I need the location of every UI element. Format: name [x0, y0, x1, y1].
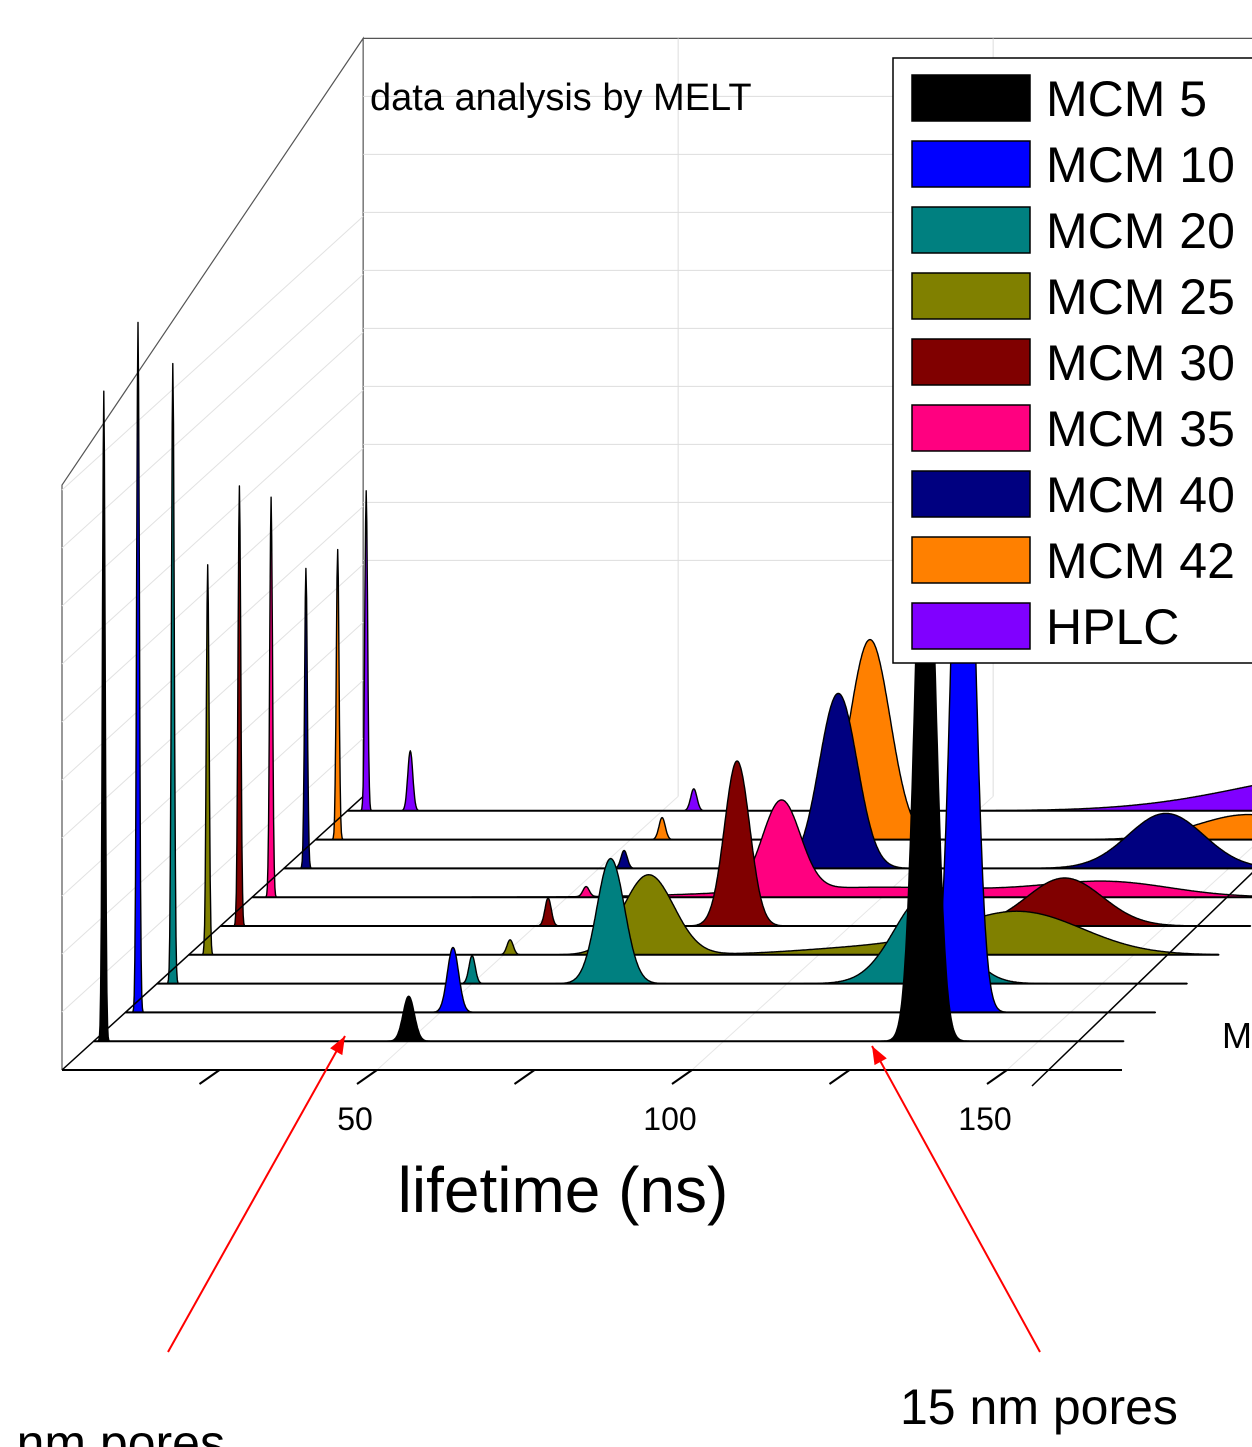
x-axis-label: lifetime (ns)	[398, 1154, 729, 1226]
x-tick-mark	[986, 1069, 1008, 1085]
side-gridline	[61, 216, 364, 491]
floor-gridline	[376, 796, 679, 1071]
legend-swatch	[911, 74, 1031, 122]
x-tick-label: 150	[958, 1101, 1011, 1137]
legend-label: HPLC	[1046, 599, 1179, 655]
side-gridline	[61, 738, 364, 1013]
arrow-small-pores-head	[330, 1036, 345, 1056]
legend: MCM 5 MCM 10 MCM 20 MCM 25 MCM 30 MCM 35 MCM 4…	[892, 57, 1252, 664]
legend-swatch	[911, 140, 1031, 188]
x-tick-mark	[198, 1069, 221, 1085]
series-layer	[93, 311, 1252, 1043]
side-gridline	[61, 390, 364, 665]
legend-swatch	[911, 338, 1031, 386]
x-tick-label: 100	[643, 1101, 696, 1137]
side-gridline	[61, 448, 364, 723]
legend-label: MCM 42	[1046, 533, 1235, 589]
x-tick-mark	[356, 1069, 378, 1085]
depth-axis-left	[61, 795, 364, 1071]
depth-axis-right	[1031, 871, 1252, 1087]
legend-swatch	[911, 536, 1031, 584]
x-tick-mark	[671, 1069, 693, 1085]
legend-label: MCM 35	[1046, 401, 1235, 457]
side-gridline	[61, 274, 364, 549]
depth-axis-label: M	[1222, 1015, 1252, 1056]
x-tick-mark	[828, 1069, 851, 1085]
side-gridline	[61, 680, 364, 955]
arrow-15nm-pores-head	[872, 1046, 887, 1066]
axes-layer	[61, 795, 1252, 1087]
legend-swatch	[911, 602, 1031, 650]
x-tick-mark	[513, 1069, 536, 1085]
legend-swatch	[911, 470, 1031, 518]
annotation-small-pores: nm pores	[17, 1415, 225, 1447]
legend-label: MCM 25	[1046, 269, 1235, 325]
legend-swatch	[911, 272, 1031, 320]
arrow-15nm-pores	[871, 1045, 1041, 1353]
side-gridline	[61, 332, 364, 607]
floor-gridline	[691, 796, 994, 1071]
side-wall	[61, 36, 364, 1070]
legend-label: MCM 10	[1046, 137, 1235, 193]
legend-label: MCM 30	[1046, 335, 1235, 391]
side-gridline	[61, 622, 364, 897]
annotation-arrows	[167, 1035, 1041, 1353]
floor-gridline	[1006, 846, 1252, 1071]
side-gridline	[61, 506, 364, 781]
x-tick-labels: 50 100 150	[337, 1101, 1011, 1137]
legend-swatch	[911, 206, 1031, 254]
side-gridline	[61, 564, 364, 839]
legend-label: MCM 20	[1046, 203, 1235, 259]
legend-swatch	[911, 404, 1031, 452]
annotation-15nm-pores: 15 nm pores	[900, 1379, 1178, 1435]
x-tick-label: 50	[337, 1101, 373, 1137]
chart-annotation-top: data analysis by MELT	[370, 77, 752, 119]
arrow-small-pores	[167, 1035, 346, 1353]
legend-label: MCM 40	[1046, 467, 1235, 523]
legend-label: MCM 5	[1046, 71, 1207, 127]
